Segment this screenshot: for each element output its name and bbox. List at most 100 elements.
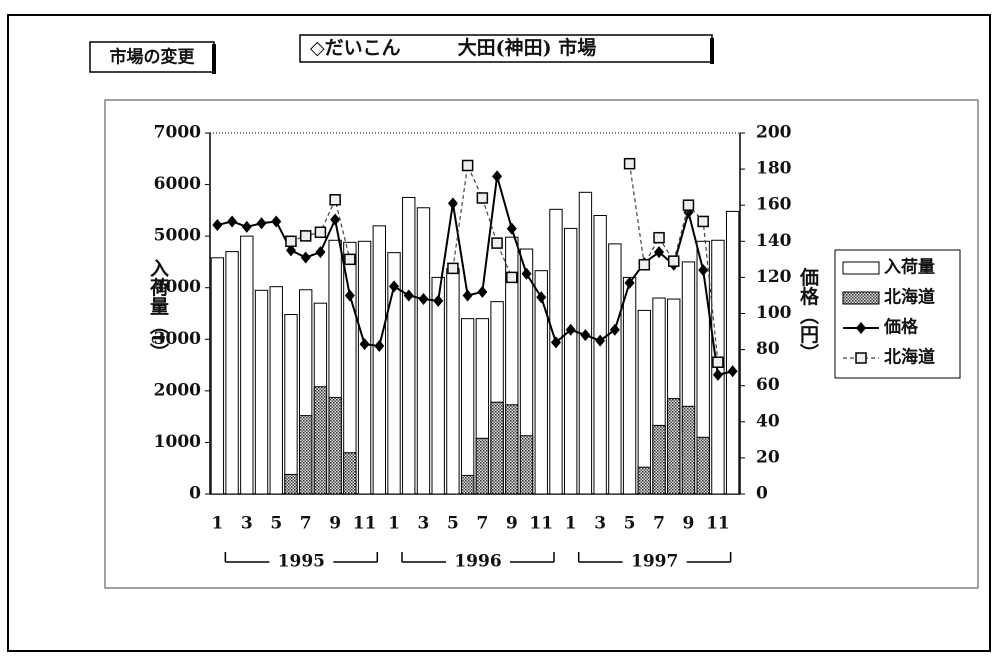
marker xyxy=(315,246,326,259)
marker xyxy=(330,213,341,226)
bar xyxy=(460,474,475,495)
x-tick-label: 3 xyxy=(594,514,606,534)
page-border xyxy=(7,14,991,652)
y2-tick-label: 20 xyxy=(756,447,780,467)
x-tick-label: 7 xyxy=(476,514,488,534)
bar xyxy=(637,309,651,495)
marker xyxy=(712,356,724,368)
legend-marker xyxy=(856,322,866,334)
bar xyxy=(681,405,696,495)
marker xyxy=(314,226,327,239)
bar xyxy=(593,215,607,495)
bar xyxy=(490,401,504,495)
marker xyxy=(359,338,370,351)
marker xyxy=(550,336,561,349)
legend-label: 北海道 xyxy=(884,287,935,308)
marker xyxy=(271,215,282,228)
bar xyxy=(343,452,357,495)
marker xyxy=(654,246,665,259)
marker xyxy=(565,323,576,336)
marker xyxy=(476,192,489,204)
marker xyxy=(624,276,635,289)
chart-title: ◇だいこん 大田(神田) 市場 xyxy=(310,36,596,59)
marker xyxy=(461,159,474,172)
marker xyxy=(668,255,680,267)
x-tick-label: 11 xyxy=(353,514,377,534)
bar xyxy=(519,435,534,495)
marker xyxy=(580,329,591,342)
y2-tick-label: 140 xyxy=(756,231,792,251)
bar xyxy=(240,235,254,495)
x-tick-label: 1 xyxy=(388,514,400,534)
y2-tick-label: 120 xyxy=(756,267,792,287)
y2-tick-label: 0 xyxy=(756,484,768,504)
bar xyxy=(299,415,313,495)
y2-tick-label: 180 xyxy=(756,159,792,179)
marker xyxy=(698,264,709,277)
x-tick-label: 5 xyxy=(447,514,459,534)
bar xyxy=(225,251,239,495)
x-tick-label: 11 xyxy=(706,514,730,534)
marker xyxy=(241,220,252,233)
button-box[interactable] xyxy=(89,41,215,73)
bar xyxy=(637,466,651,495)
x-tick-label: 1 xyxy=(565,514,577,534)
y-tick-label: 1000 xyxy=(154,432,201,452)
marker xyxy=(344,289,355,302)
button-label[interactable]: 市場の変更 xyxy=(110,47,196,68)
x-tick-label: 11 xyxy=(529,514,553,534)
bar xyxy=(254,289,269,495)
chart-frame xyxy=(104,99,979,589)
y2-tick-label: 60 xyxy=(756,375,780,395)
legend-label: 入荷量 xyxy=(884,257,935,278)
bar xyxy=(460,318,475,495)
marker xyxy=(623,157,636,170)
bar xyxy=(475,437,490,495)
bar xyxy=(387,252,401,495)
y2-tick-label: 100 xyxy=(756,303,792,323)
marker xyxy=(638,259,651,271)
marker xyxy=(447,262,459,275)
marker xyxy=(506,222,517,235)
marker xyxy=(447,197,458,210)
y-tick-label: 5000 xyxy=(154,226,201,246)
year-label: 1995 xyxy=(278,552,325,572)
marker xyxy=(506,271,518,284)
y2-tick-label: 40 xyxy=(756,411,780,431)
bar xyxy=(505,404,519,495)
line xyxy=(452,163,513,278)
bar xyxy=(372,225,386,495)
x-tick-label: 9 xyxy=(329,514,341,534)
y-tick-label: 2000 xyxy=(154,380,201,400)
marker xyxy=(653,231,665,244)
marker xyxy=(344,253,356,266)
marker xyxy=(374,339,385,352)
bar xyxy=(667,398,681,495)
marker xyxy=(727,365,738,378)
y2-axis-label: 価格（円） xyxy=(797,267,820,362)
bar xyxy=(622,276,637,495)
marker xyxy=(491,237,503,249)
x-tick-label: 9 xyxy=(683,514,695,534)
marker xyxy=(477,285,488,298)
bar xyxy=(431,276,445,495)
bar xyxy=(357,240,372,495)
x-tick-label: 3 xyxy=(418,514,430,534)
y-axis-label: 入荷量（t） xyxy=(147,258,169,362)
marker xyxy=(227,215,238,228)
y2-tick-label: 160 xyxy=(756,195,792,215)
legend-marker xyxy=(855,352,867,364)
y2-tick-label: 200 xyxy=(756,123,792,143)
bar xyxy=(446,268,460,495)
marker xyxy=(300,251,311,264)
y-tick-label: 6000 xyxy=(154,174,201,194)
legend-label: 価格 xyxy=(883,317,919,338)
marker xyxy=(521,267,532,280)
marker xyxy=(595,334,606,347)
bar xyxy=(313,386,328,495)
bar xyxy=(534,270,548,495)
marker xyxy=(212,219,223,232)
marker xyxy=(299,230,312,242)
marker xyxy=(492,170,503,183)
